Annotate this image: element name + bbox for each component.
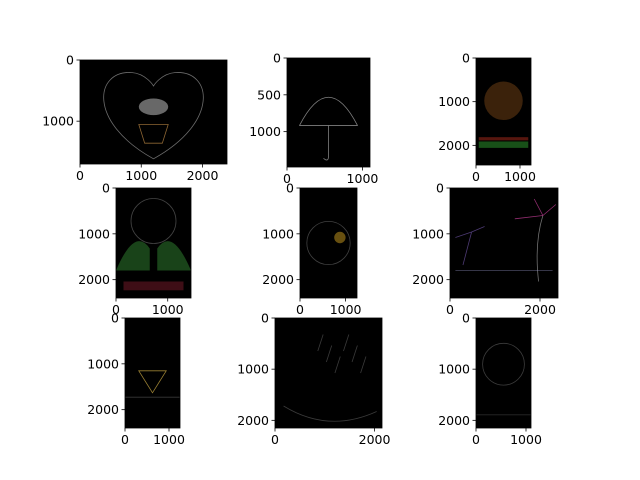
axes-frame bbox=[124, 317, 181, 429]
x-tick-label: 0 bbox=[296, 302, 304, 317]
rain-streak bbox=[317, 334, 324, 352]
y-tick-label: 2000 bbox=[438, 138, 470, 153]
y-tick-label: 1000 bbox=[438, 94, 470, 109]
y-tick-label: 1000 bbox=[249, 124, 281, 139]
rain-streak bbox=[334, 356, 341, 374]
umbrella-canopy bbox=[299, 97, 358, 126]
x-tick-label: 0 bbox=[76, 168, 84, 183]
x-tick-label: 0 bbox=[271, 432, 279, 447]
tree-crown bbox=[138, 98, 169, 116]
y-tick-label: 2000 bbox=[87, 402, 119, 417]
image-area bbox=[300, 188, 357, 298]
x-tick-label: 1000 bbox=[152, 302, 184, 317]
y-tick-label: 0 bbox=[436, 181, 444, 196]
rain-streak bbox=[351, 345, 358, 363]
flower-circle bbox=[306, 220, 351, 266]
x-tick-label: 1000 bbox=[125, 168, 157, 183]
green-hill bbox=[116, 241, 150, 271]
dark-circle-outline bbox=[482, 342, 525, 386]
x-tick-label: 0 bbox=[472, 169, 480, 184]
palm-fronds bbox=[514, 198, 557, 220]
x-tick-label: 0 bbox=[112, 302, 120, 317]
green-hill-right bbox=[157, 241, 191, 271]
y-tick-label: 500 bbox=[257, 87, 281, 102]
y-tick-label: 2000 bbox=[262, 272, 294, 287]
y-tick-label: 1000 bbox=[438, 362, 470, 377]
tree-foliage bbox=[484, 81, 523, 121]
x-tick-label: 1000 bbox=[330, 302, 362, 317]
y-tick-label: 2000 bbox=[412, 272, 444, 287]
y-tick-label: 1000 bbox=[42, 114, 74, 129]
y-tick-label: 1000 bbox=[262, 226, 294, 241]
axes-frame bbox=[79, 59, 228, 165]
x-tick-label: 2000 bbox=[524, 302, 556, 317]
image-area bbox=[450, 188, 558, 298]
subplot-5: 0 1000 0 1000 2000 bbox=[262, 181, 361, 318]
y-tick-label: 0 bbox=[286, 181, 294, 196]
y-tick-label: 0 bbox=[261, 311, 269, 326]
y-tick-label: 1000 bbox=[237, 362, 269, 377]
rain-streak bbox=[360, 356, 367, 374]
x-tick-label: 2000 bbox=[359, 432, 391, 447]
x-tick-label: 0 bbox=[121, 432, 129, 447]
umbrella-handle bbox=[323, 125, 329, 161]
y-tick-label: 0 bbox=[111, 311, 119, 326]
image-area bbox=[275, 318, 382, 428]
red-band bbox=[478, 137, 529, 141]
image-area bbox=[476, 318, 531, 428]
axes-frame bbox=[274, 317, 383, 429]
y-tick-label: 0 bbox=[102, 181, 110, 196]
subplot-9: 0 1000 0 1000 2000 bbox=[438, 311, 542, 448]
y-tick-label: 2000 bbox=[438, 413, 470, 428]
axes-frame bbox=[449, 187, 559, 299]
x-tick-label: 1000 bbox=[510, 432, 542, 447]
axes-frame bbox=[115, 187, 192, 299]
y-tick-label: 1000 bbox=[78, 226, 110, 241]
axes-frame bbox=[286, 57, 371, 168]
window-circle bbox=[130, 198, 177, 244]
rain-streak bbox=[325, 345, 333, 363]
subplot-1: 0 1000 2000 0 1000 bbox=[42, 53, 228, 183]
y-tick-label: 0 bbox=[273, 51, 281, 66]
subplot-4: 0 1000 0 1000 2000 bbox=[78, 181, 192, 317]
rain-streak bbox=[343, 334, 350, 352]
heart-outline bbox=[103, 72, 204, 160]
subplot-2: 0 1000 0 500 1000 bbox=[249, 51, 378, 187]
axes-frame bbox=[299, 187, 358, 299]
y-tick-label: 2000 bbox=[237, 413, 269, 428]
x-tick-label: 2000 bbox=[187, 168, 219, 183]
y-tick-label: 1000 bbox=[412, 226, 444, 241]
x-tick-label: 1000 bbox=[347, 171, 379, 186]
subplot-3: 0 1000 0 1000 2000 bbox=[438, 51, 536, 185]
y-tick-label: 2000 bbox=[78, 272, 110, 287]
image-area bbox=[116, 188, 191, 298]
image-area bbox=[125, 318, 180, 428]
x-tick-label: 0 bbox=[446, 302, 454, 317]
triangle-shape bbox=[138, 370, 167, 394]
y-tick-label: 0 bbox=[66, 53, 74, 68]
red-floor bbox=[123, 281, 184, 291]
axes-frame bbox=[475, 57, 532, 166]
x-tick-label: 1000 bbox=[504, 169, 536, 184]
x-tick-label: 0 bbox=[283, 171, 291, 186]
axes-frame bbox=[475, 317, 532, 429]
ground-arc bbox=[283, 405, 377, 422]
subplot-7: 0 1000 0 1000 2000 bbox=[87, 311, 185, 448]
y-tick-label: 0 bbox=[462, 51, 470, 66]
palm-trunk bbox=[536, 215, 544, 282]
y-tick-label: 0 bbox=[462, 311, 470, 326]
flower-accent bbox=[334, 231, 346, 244]
y-tick-label: 1000 bbox=[87, 356, 119, 371]
x-tick-label: 0 bbox=[472, 432, 480, 447]
x-tick-label: 1000 bbox=[153, 432, 185, 447]
small-palm bbox=[455, 226, 485, 266]
grass-band bbox=[478, 141, 529, 148]
pot-shape bbox=[138, 124, 169, 144]
